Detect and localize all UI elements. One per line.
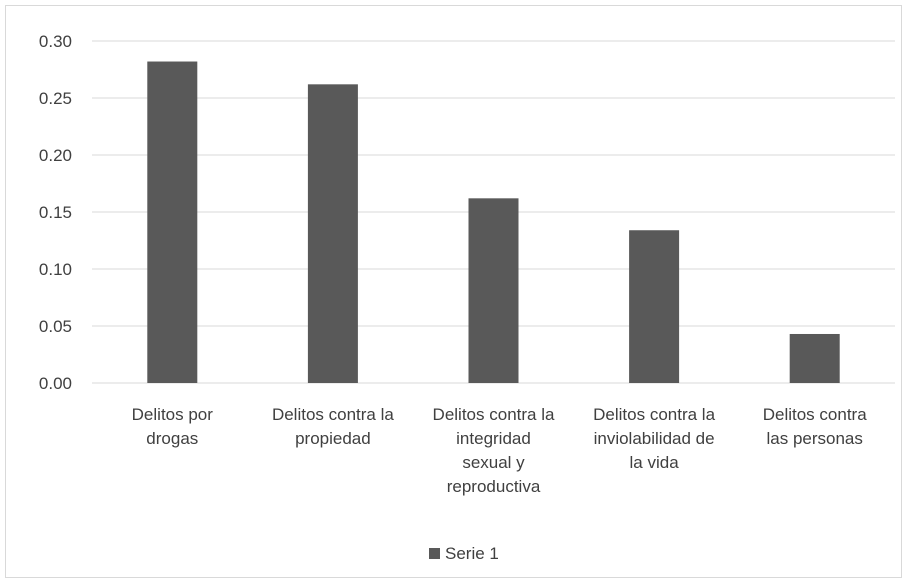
x-tick-label: la vida xyxy=(630,453,680,472)
x-tick-label: Delitos contra la xyxy=(593,405,715,424)
x-tick-label: Delitos contra la xyxy=(272,405,394,424)
bar[interactable] xyxy=(629,230,680,383)
bar[interactable] xyxy=(468,198,519,383)
y-tick-label: 0.00 xyxy=(39,374,72,393)
y-tick-label: 0.10 xyxy=(39,260,72,279)
x-tick-label: drogas xyxy=(146,429,198,448)
y-tick-label: 0.15 xyxy=(39,203,72,222)
legend-swatch xyxy=(429,548,440,559)
legend-label: Serie 1 xyxy=(445,544,499,563)
x-tick-label: integridad xyxy=(456,429,531,448)
x-tick-label: Delitos contra la xyxy=(433,405,555,424)
x-tick-label: sexual y xyxy=(462,453,525,472)
y-tick-label: 0.30 xyxy=(39,32,72,51)
x-tick-label: Delitos contra xyxy=(763,405,867,424)
x-tick-label: inviolabilidad de xyxy=(594,429,715,448)
y-tick-label: 0.20 xyxy=(39,146,72,165)
y-tick-label: 0.05 xyxy=(39,317,72,336)
x-tick-label: reproductiva xyxy=(447,477,541,496)
x-tick-label: las personas xyxy=(767,429,863,448)
y-tick-label: 0.25 xyxy=(39,89,72,108)
bar[interactable] xyxy=(307,84,358,383)
bar[interactable] xyxy=(789,333,840,383)
x-tick-label: Delitos por xyxy=(132,405,214,424)
bar[interactable] xyxy=(147,61,198,384)
x-tick-label: propiedad xyxy=(295,429,371,448)
